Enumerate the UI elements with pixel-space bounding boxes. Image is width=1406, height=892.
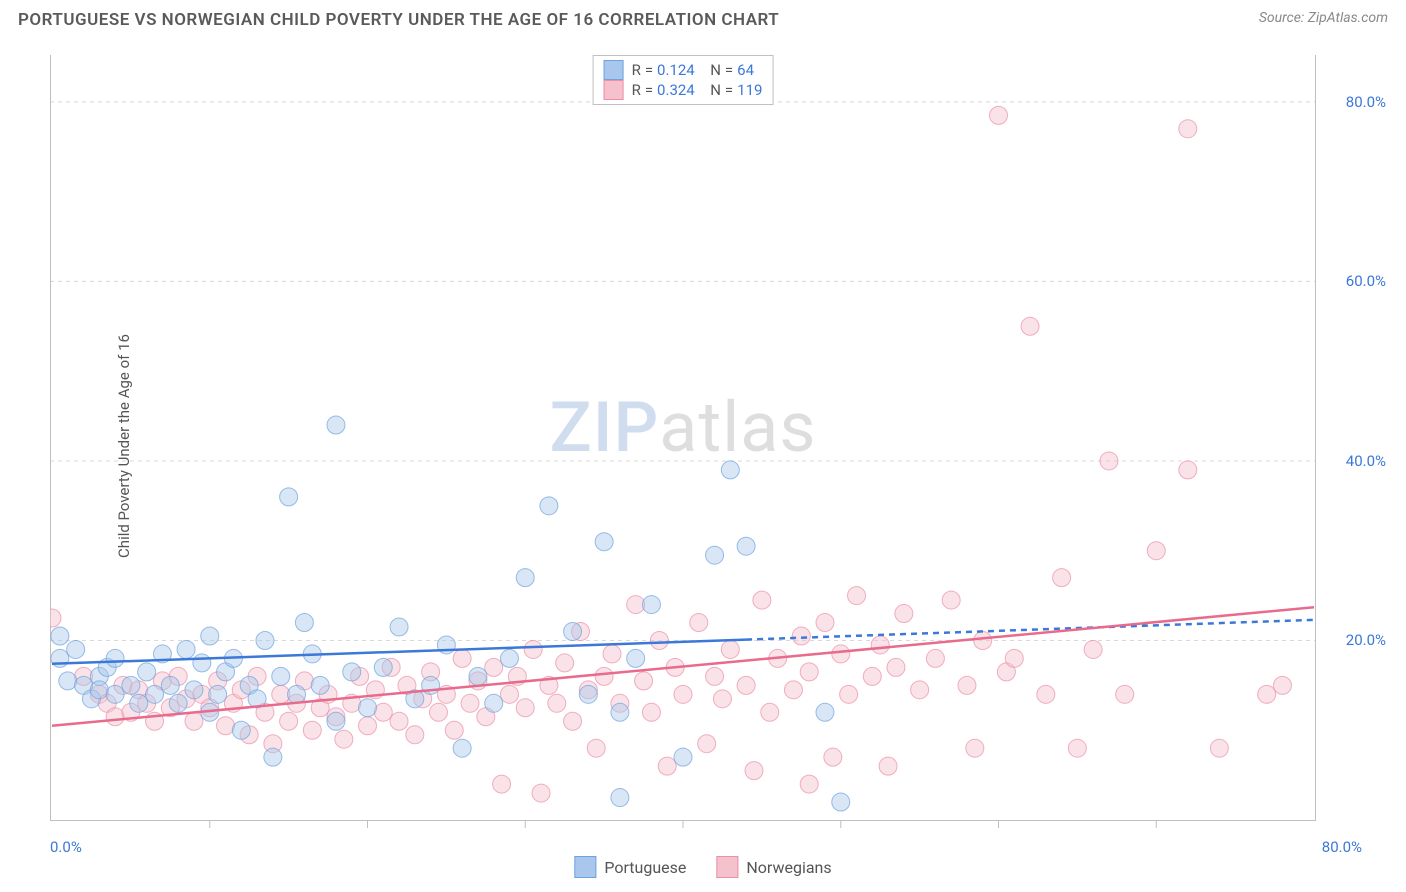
correlation-legend: R = 0.124 N = 64 R = 0.324 N = 119	[593, 55, 774, 105]
y-tick-label: 60.0%	[1346, 272, 1386, 290]
legend-row-portuguese: R = 0.124 N = 64	[604, 60, 763, 80]
r-label: R	[632, 61, 641, 79]
y-tick-label: 40.0%	[1346, 452, 1386, 470]
n-label: N	[710, 61, 721, 79]
swatch-norwegians	[604, 80, 624, 100]
equals: =	[645, 61, 653, 79]
legend-label-norwegians: Norwegians	[746, 858, 831, 877]
r-label: R	[632, 81, 641, 99]
equals: =	[645, 81, 653, 99]
legend-item-portuguese: Portuguese	[574, 856, 686, 878]
swatch-portuguese	[604, 60, 624, 80]
legend-row-norwegians: R = 0.324 N = 119	[604, 80, 763, 100]
r-value-norwegians: 0.324	[657, 81, 695, 99]
legend-label-portuguese: Portuguese	[604, 858, 686, 877]
r-value-portuguese: 0.124	[657, 61, 695, 79]
swatch-norwegians	[716, 856, 738, 878]
chart-area: ZIPatlas R = 0.124 N = 64 R = 0.324 N	[50, 55, 1316, 832]
n-label: N	[710, 81, 721, 99]
y-tick-label: 80.0%	[1346, 93, 1386, 111]
x-axis-end-label: 80.0%	[1322, 838, 1362, 856]
swatch-portuguese	[574, 856, 596, 878]
source-name: ZipAtlas.com	[1308, 10, 1388, 26]
y-tick-label: 20.0%	[1346, 631, 1386, 649]
equals: =	[725, 61, 733, 79]
series-legend: Portuguese Norwegians	[574, 856, 831, 878]
legend-item-norwegians: Norwegians	[716, 856, 831, 878]
source-label: Source:	[1259, 10, 1304, 26]
source-attribution: Source: ZipAtlas.com	[1259, 10, 1388, 26]
equals: =	[725, 81, 733, 99]
n-value-norwegians: 119	[737, 81, 762, 99]
chart-title: PORTUGUESE VS NORWEGIAN CHILD POVERTY UN…	[18, 10, 779, 30]
n-value-portuguese: 64	[737, 61, 754, 79]
x-axis-start-label: 0.0%	[50, 838, 82, 856]
scatter-plot	[50, 55, 1316, 832]
